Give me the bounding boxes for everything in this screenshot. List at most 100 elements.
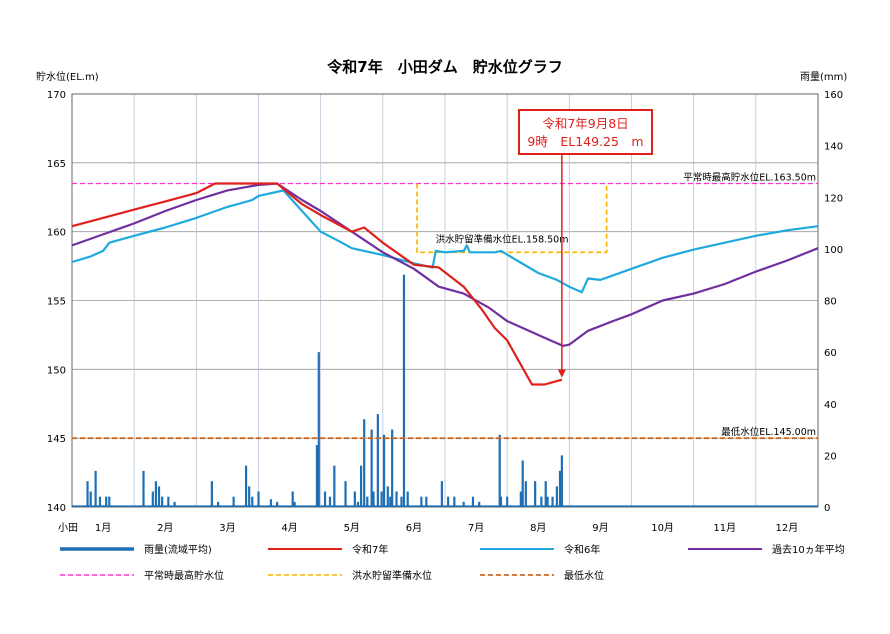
y-left-axis-label: 貯水位(EL.m): [36, 70, 99, 83]
rain-bar: [353, 491, 356, 507]
rain-bar: [108, 496, 111, 507]
rain-bar: [293, 501, 296, 507]
rain-bar: [534, 481, 537, 507]
rain-bar: [540, 496, 543, 507]
rain-bar: [251, 496, 254, 507]
rain-bar: [323, 491, 327, 507]
min-level-label: 最低水位EL.145.00m: [721, 426, 816, 438]
rain-bar: [560, 455, 563, 507]
legend-label-r6: 令和6年: [564, 543, 600, 556]
legend-label-normal_max: 平常時最高貯水位: [144, 569, 224, 582]
y-left-tick-labels: 140 145 150 155 160 165 170: [47, 90, 66, 514]
rain-bar: [248, 486, 251, 507]
y-right-tick-label: 60: [824, 348, 837, 359]
y-right-tick-label: 80: [824, 297, 837, 308]
rain-bar: [521, 460, 524, 507]
y-left-tick-label: 145: [47, 434, 66, 445]
rain-bar: [142, 470, 145, 507]
y-right-tick-label: 20: [824, 451, 837, 462]
rain-bar: [157, 486, 161, 507]
series-line-r6: [71, 189, 819, 294]
legend-label-avg10: 過去10ヵ年平均: [772, 543, 845, 556]
x-tick-label: 8月: [530, 522, 546, 534]
y-right-axis-label: 雨量(mm): [800, 71, 847, 83]
x-tick-label: 11月: [713, 522, 736, 534]
rain-bar: [453, 496, 456, 507]
rain-bar: [359, 465, 363, 507]
rain-bar: [380, 491, 383, 507]
rain-bars: [72, 274, 818, 508]
rain-bar: [210, 481, 213, 507]
reference-lines: 平常時最高貯水位EL.163.50m 最低水位EL.145.00m 洪水貯留準備水位…: [72, 171, 818, 440]
y-right-tick-label: 160: [824, 90, 843, 101]
rain-bar: [402, 274, 406, 507]
legend-label-min_level: 最低水位: [564, 569, 604, 582]
rain-bar: [440, 481, 443, 507]
normal-max-label: 平常時最高貯水位EL.163.50m: [683, 171, 816, 183]
x-tick-label: 3月: [219, 522, 235, 534]
rain-bar: [462, 501, 465, 507]
rain-bar: [167, 496, 170, 507]
rain-bar: [555, 486, 558, 507]
y-right-tick-label: 40: [824, 400, 837, 411]
y-right-tick-label: 0: [824, 503, 830, 514]
rain-bar: [269, 499, 273, 507]
flood-prep-label: 洪水貯留準備水位EL.158.50m: [436, 233, 569, 245]
annotation-date: 令和7年9月8日: [542, 116, 628, 131]
legend-label-r7: 令和7年: [352, 543, 388, 556]
rain-bar: [86, 481, 89, 507]
x-corner-label: 小田: [58, 522, 78, 534]
series-lines: [71, 182, 819, 386]
x-tick-label: 5月: [344, 522, 360, 534]
x-tick-label: 1月: [95, 522, 111, 534]
rain-bar: [558, 470, 562, 507]
rain-bar: [370, 429, 373, 507]
rain-bar: [447, 496, 450, 507]
grid-lines: [72, 93, 818, 508]
rain-bar: [406, 491, 409, 507]
annotation-box: [518, 109, 653, 155]
x-tick-label: 12月: [776, 522, 799, 534]
rain-bar: [391, 429, 394, 507]
rain-bar: [232, 496, 235, 507]
chart-title: 令和7年 小田ダム 貯水位グラフ: [327, 58, 562, 76]
x-tick-label: 6月: [406, 522, 422, 534]
x-tick-label: 7月: [468, 522, 484, 534]
rain-bar: [420, 496, 423, 507]
y-right-tick-label: 120: [824, 193, 843, 204]
rain-bar: [363, 419, 366, 507]
flood-prep-line: [416, 183, 608, 254]
y-left-tick-label: 160: [47, 228, 66, 239]
rain-bar: [386, 486, 389, 507]
x-tick-labels: 小田 1月 2月 3月 4月 5月 6月 7月 8月 9月 10月 11月 12月: [58, 522, 798, 534]
x-tick-label: 10月: [651, 522, 674, 534]
rain-bar: [389, 496, 392, 507]
series-line-r7: [71, 182, 563, 386]
rain-bar: [317, 352, 320, 507]
y-right-tick-label: 100: [824, 245, 843, 256]
x-tick-label: 9月: [592, 522, 608, 534]
rain-bar: [257, 491, 260, 507]
rain-bar: [98, 496, 102, 507]
rain-bar: [376, 414, 379, 507]
y-left-tick-label: 170: [47, 90, 66, 101]
rain-bar: [498, 434, 501, 507]
rain-bar: [544, 481, 547, 507]
y-left-tick-label: 165: [47, 159, 66, 170]
annotation-arrow-head: [557, 369, 566, 378]
rain-bar: [105, 496, 108, 507]
rain-bar: [173, 501, 176, 507]
x-tick-label: 4月: [281, 522, 297, 534]
rain-bar: [524, 481, 527, 507]
legend-label-rain: 雨量(流域平均): [144, 543, 212, 556]
rain-bar: [276, 501, 279, 507]
rain-bar: [372, 491, 375, 507]
y-right-tick-labels: 0 20 40 60 80 100 120 140 160: [824, 90, 843, 514]
y-left-tick-label: 155: [47, 297, 66, 308]
x-tick-label: 2月: [157, 522, 173, 534]
rain-bar: [356, 501, 360, 507]
rain-bar: [471, 496, 475, 507]
